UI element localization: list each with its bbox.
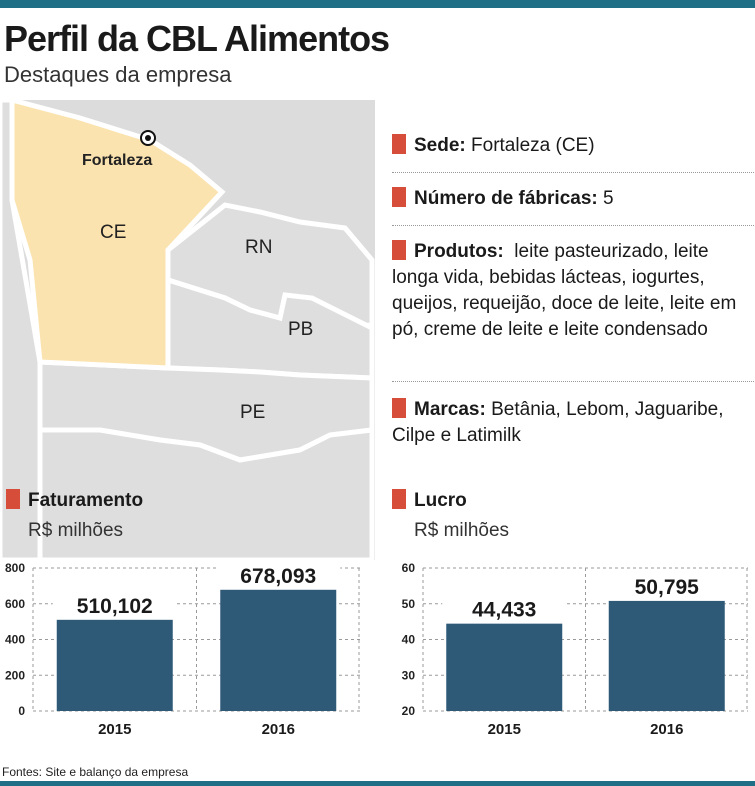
divider	[392, 172, 754, 173]
y-tick-label: 400	[5, 633, 25, 647]
x-tick-label: 2016	[262, 721, 295, 738]
fact-produtos: Produtos: leite pasteurizado, leite long…	[392, 239, 737, 343]
data-label-bg	[52, 591, 177, 618]
fact-value: Fortaleza (CE)	[471, 135, 595, 156]
fact-label: Sede:	[414, 135, 466, 156]
y-tick-label: 50	[402, 597, 416, 611]
divider	[392, 381, 754, 382]
bar	[56, 619, 173, 711]
chart-unit-lucro: R$ milhões	[414, 520, 510, 541]
chart-unit-faturamento: R$ milhões	[28, 520, 124, 541]
x-tick-label: 2016	[650, 721, 683, 738]
y-tick-label: 60	[402, 561, 416, 575]
page-title: Perfil da CBL Alimentos	[4, 18, 390, 59]
x-tick-label: 2015	[98, 721, 131, 738]
y-tick-label: 800	[5, 561, 25, 575]
y-tick-label: 0	[18, 704, 25, 718]
fact-label: Número de fábricas:	[414, 188, 598, 209]
fact-value: leite pasteurizado, leite longa vida, be…	[392, 241, 737, 340]
data-label-bg	[216, 561, 341, 588]
map-state-label-rn: RN	[245, 237, 272, 258]
y-tick-label: 30	[402, 668, 416, 682]
y-tick-label: 40	[402, 633, 416, 647]
page-subtitle: Destaques da empresa	[4, 62, 232, 87]
data-label-bg	[604, 572, 729, 599]
bar	[220, 589, 337, 711]
map-city-label: Fortaleza	[82, 152, 152, 169]
fact-marcas: Marcas: Betânia, Lebom, Jaguaribe, Cilpe…	[392, 397, 752, 449]
chart-title-faturamento: Faturamento	[6, 489, 143, 512]
data-label: 50,795	[635, 576, 700, 599]
lucro-chart: 20 30 40 50 60 44,433 2015 50,795 2016	[402, 561, 748, 738]
top-accent-bar	[0, 0, 755, 8]
fact-bullet	[392, 398, 406, 418]
data-label: 510,102	[77, 595, 153, 618]
fact-value: 5	[603, 188, 614, 209]
bar	[446, 623, 563, 711]
fact-bullet	[392, 187, 406, 207]
fact-sede: Sede: Fortaleza (CE)	[392, 133, 752, 159]
fact-bullet	[392, 240, 406, 260]
y-tick-label: 20	[402, 704, 416, 718]
data-label-bg	[442, 595, 567, 622]
faturamento-chart: 0 200 400 600 800 510,102 2015 678,093 2016	[5, 561, 360, 738]
fact-label: Marcas:	[414, 399, 486, 420]
region-map: Fortaleza CE RN PB PE	[0, 100, 380, 560]
fact-value: Betânia, Lebom, Jaguaribe, Cilpe e Latim…	[392, 399, 724, 446]
map-state-label-ce: CE	[100, 222, 126, 243]
map-state-label-pb: PB	[288, 319, 313, 340]
data-label: 678,093	[240, 565, 316, 588]
y-tick-label: 600	[5, 597, 25, 611]
x-tick-label: 2015	[488, 721, 521, 738]
chart-title-lucro: Lucro	[392, 489, 467, 512]
chart-bullet	[392, 489, 406, 509]
source-note: Fontes: Site e balanço da empresa	[2, 765, 189, 779]
data-label: 44,433	[472, 599, 536, 622]
fact-label: Produtos:	[414, 241, 504, 262]
bottom-accent-bar	[0, 781, 755, 786]
map-state-label-pe: PE	[240, 402, 265, 423]
fact-bullet	[392, 134, 406, 154]
bar	[608, 600, 725, 711]
fact-fabricas: Número de fábricas: 5	[392, 186, 752, 212]
y-tick-label: 200	[5, 668, 25, 682]
map-state-ce	[9, 100, 226, 371]
divider	[392, 225, 754, 226]
chart-bullet	[6, 489, 20, 509]
map-state-south	[37, 427, 375, 560]
